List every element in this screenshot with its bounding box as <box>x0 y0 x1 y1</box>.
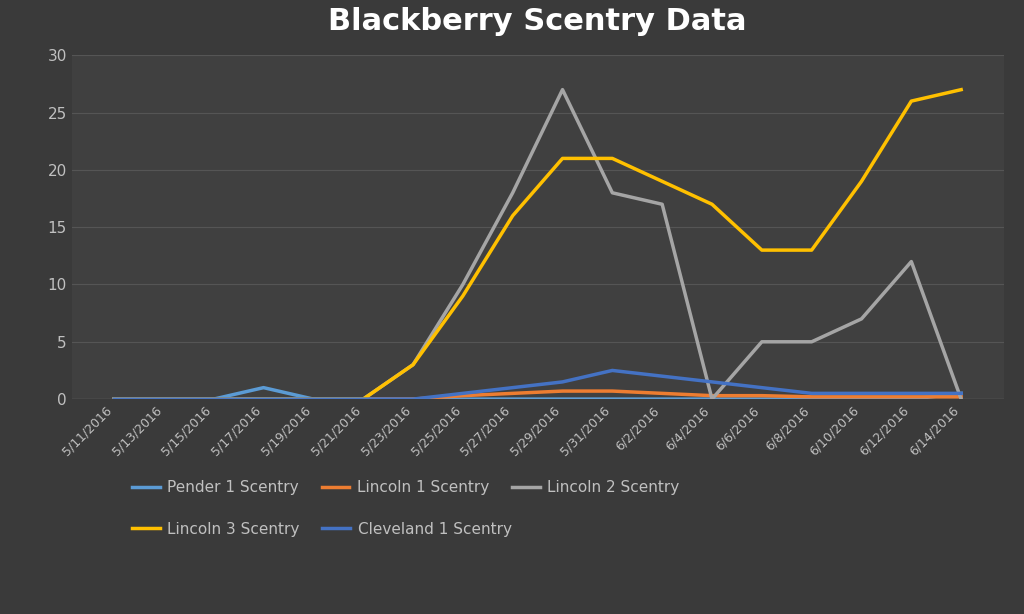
Lincoln 2 Scentry <box>806 338 818 346</box>
Cleveland 1 Scentry <box>556 378 568 386</box>
Legend: Lincoln 3 Scentry, Cleveland 1 Scentry: Lincoln 3 Scentry, Cleveland 1 Scentry <box>126 516 518 543</box>
Cleveland 1 Scentry <box>257 395 269 403</box>
Lincoln 1 Scentry <box>756 392 768 399</box>
Lincoln 3 Scentry <box>208 395 220 403</box>
Lincoln 3 Scentry <box>556 155 568 162</box>
Pender 1 Scentry <box>507 395 519 403</box>
Cleveland 1 Scentry <box>606 367 618 374</box>
Lincoln 1 Scentry <box>108 395 120 403</box>
Line: Lincoln 3 Scentry: Lincoln 3 Scentry <box>114 90 962 399</box>
Lincoln 3 Scentry <box>158 395 170 403</box>
Lincoln 1 Scentry <box>407 395 419 403</box>
Cleveland 1 Scentry <box>756 384 768 391</box>
Line: Lincoln 1 Scentry: Lincoln 1 Scentry <box>114 391 962 399</box>
Lincoln 2 Scentry <box>507 189 519 196</box>
Lincoln 2 Scentry <box>756 338 768 346</box>
Pender 1 Scentry <box>457 395 469 403</box>
Cleveland 1 Scentry <box>208 395 220 403</box>
Pender 1 Scentry <box>407 395 419 403</box>
Cleveland 1 Scentry <box>905 390 918 397</box>
Lincoln 2 Scentry <box>357 395 370 403</box>
Lincoln 3 Scentry <box>108 395 120 403</box>
Lincoln 3 Scentry <box>606 155 618 162</box>
Lincoln 1 Scentry <box>955 393 968 400</box>
Lincoln 2 Scentry <box>706 395 718 403</box>
Lincoln 1 Scentry <box>457 392 469 399</box>
Cleveland 1 Scentry <box>806 390 818 397</box>
Lincoln 3 Scentry <box>756 246 768 254</box>
Lincoln 1 Scentry <box>905 393 918 400</box>
Title: Blackberry Scentry Data: Blackberry Scentry Data <box>329 7 746 36</box>
Lincoln 1 Scentry <box>855 393 867 400</box>
Lincoln 2 Scentry <box>606 189 618 196</box>
Lincoln 1 Scentry <box>656 390 669 397</box>
Pender 1 Scentry <box>357 395 370 403</box>
Lincoln 1 Scentry <box>357 395 370 403</box>
Pender 1 Scentry <box>756 395 768 403</box>
Lincoln 2 Scentry <box>656 201 669 208</box>
Lincoln 3 Scentry <box>905 98 918 105</box>
Pender 1 Scentry <box>108 395 120 403</box>
Lincoln 1 Scentry <box>257 395 269 403</box>
Lincoln 3 Scentry <box>806 246 818 254</box>
Lincoln 2 Scentry <box>905 258 918 265</box>
Pender 1 Scentry <box>955 390 968 397</box>
Lincoln 1 Scentry <box>507 390 519 397</box>
Pender 1 Scentry <box>806 395 818 403</box>
Lincoln 2 Scentry <box>955 395 968 403</box>
Pender 1 Scentry <box>855 395 867 403</box>
Lincoln 2 Scentry <box>307 395 319 403</box>
Lincoln 3 Scentry <box>457 292 469 300</box>
Cleveland 1 Scentry <box>407 395 419 403</box>
Pender 1 Scentry <box>706 395 718 403</box>
Line: Pender 1 Scentry: Pender 1 Scentry <box>114 387 962 399</box>
Lincoln 2 Scentry <box>855 315 867 322</box>
Lincoln 2 Scentry <box>407 361 419 368</box>
Cleveland 1 Scentry <box>108 395 120 403</box>
Lincoln 1 Scentry <box>706 392 718 399</box>
Lincoln 3 Scentry <box>706 201 718 208</box>
Cleveland 1 Scentry <box>457 390 469 397</box>
Pender 1 Scentry <box>158 395 170 403</box>
Lincoln 1 Scentry <box>307 395 319 403</box>
Pender 1 Scentry <box>905 395 918 403</box>
Lincoln 3 Scentry <box>357 395 370 403</box>
Lincoln 3 Scentry <box>407 361 419 368</box>
Cleveland 1 Scentry <box>357 395 370 403</box>
Cleveland 1 Scentry <box>855 390 867 397</box>
Pender 1 Scentry <box>208 395 220 403</box>
Cleveland 1 Scentry <box>706 378 718 386</box>
Lincoln 3 Scentry <box>257 395 269 403</box>
Line: Cleveland 1 Scentry: Cleveland 1 Scentry <box>114 370 962 399</box>
Cleveland 1 Scentry <box>307 395 319 403</box>
Cleveland 1 Scentry <box>656 373 669 380</box>
Lincoln 3 Scentry <box>855 177 867 185</box>
Lincoln 1 Scentry <box>556 387 568 395</box>
Lincoln 3 Scentry <box>507 212 519 219</box>
Lincoln 2 Scentry <box>257 395 269 403</box>
Lincoln 3 Scentry <box>307 395 319 403</box>
Pender 1 Scentry <box>307 395 319 403</box>
Pender 1 Scentry <box>656 395 669 403</box>
Lincoln 2 Scentry <box>457 281 469 288</box>
Lincoln 3 Scentry <box>656 177 669 185</box>
Lincoln 2 Scentry <box>108 395 120 403</box>
Pender 1 Scentry <box>556 395 568 403</box>
Cleveland 1 Scentry <box>158 395 170 403</box>
Lincoln 2 Scentry <box>158 395 170 403</box>
Lincoln 2 Scentry <box>208 395 220 403</box>
Lincoln 1 Scentry <box>606 387 618 395</box>
Lincoln 1 Scentry <box>158 395 170 403</box>
Lincoln 3 Scentry <box>955 86 968 93</box>
Cleveland 1 Scentry <box>955 390 968 397</box>
Lincoln 1 Scentry <box>806 393 818 400</box>
Pender 1 Scentry <box>606 395 618 403</box>
Line: Lincoln 2 Scentry: Lincoln 2 Scentry <box>114 90 962 399</box>
Lincoln 1 Scentry <box>208 395 220 403</box>
Lincoln 2 Scentry <box>556 86 568 93</box>
Pender 1 Scentry <box>257 384 269 391</box>
Cleveland 1 Scentry <box>507 384 519 391</box>
